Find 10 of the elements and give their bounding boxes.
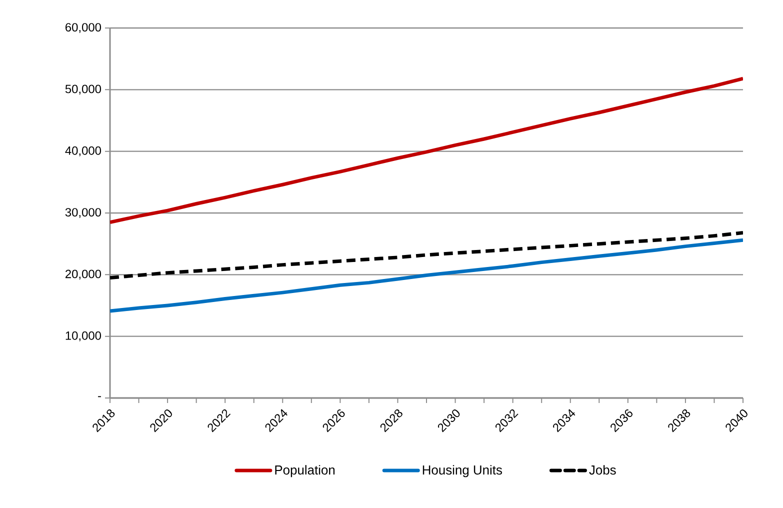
legend-label: Population bbox=[275, 465, 335, 478]
y-tick-label: 30,000 bbox=[65, 208, 102, 218]
legend-label: Jobs bbox=[589, 465, 616, 475]
y-tick-label: 10,000 bbox=[66, 331, 102, 342]
y-tick-label: 20,000 bbox=[66, 270, 102, 280]
legend-label: Housing Units bbox=[422, 465, 502, 478]
y-tick-label: 50,000 bbox=[65, 84, 102, 95]
y-tick-label: 40,000 bbox=[65, 146, 102, 156]
y-tick-label: 60,000 bbox=[66, 23, 102, 33]
y-tick-label: - bbox=[98, 396, 101, 398]
